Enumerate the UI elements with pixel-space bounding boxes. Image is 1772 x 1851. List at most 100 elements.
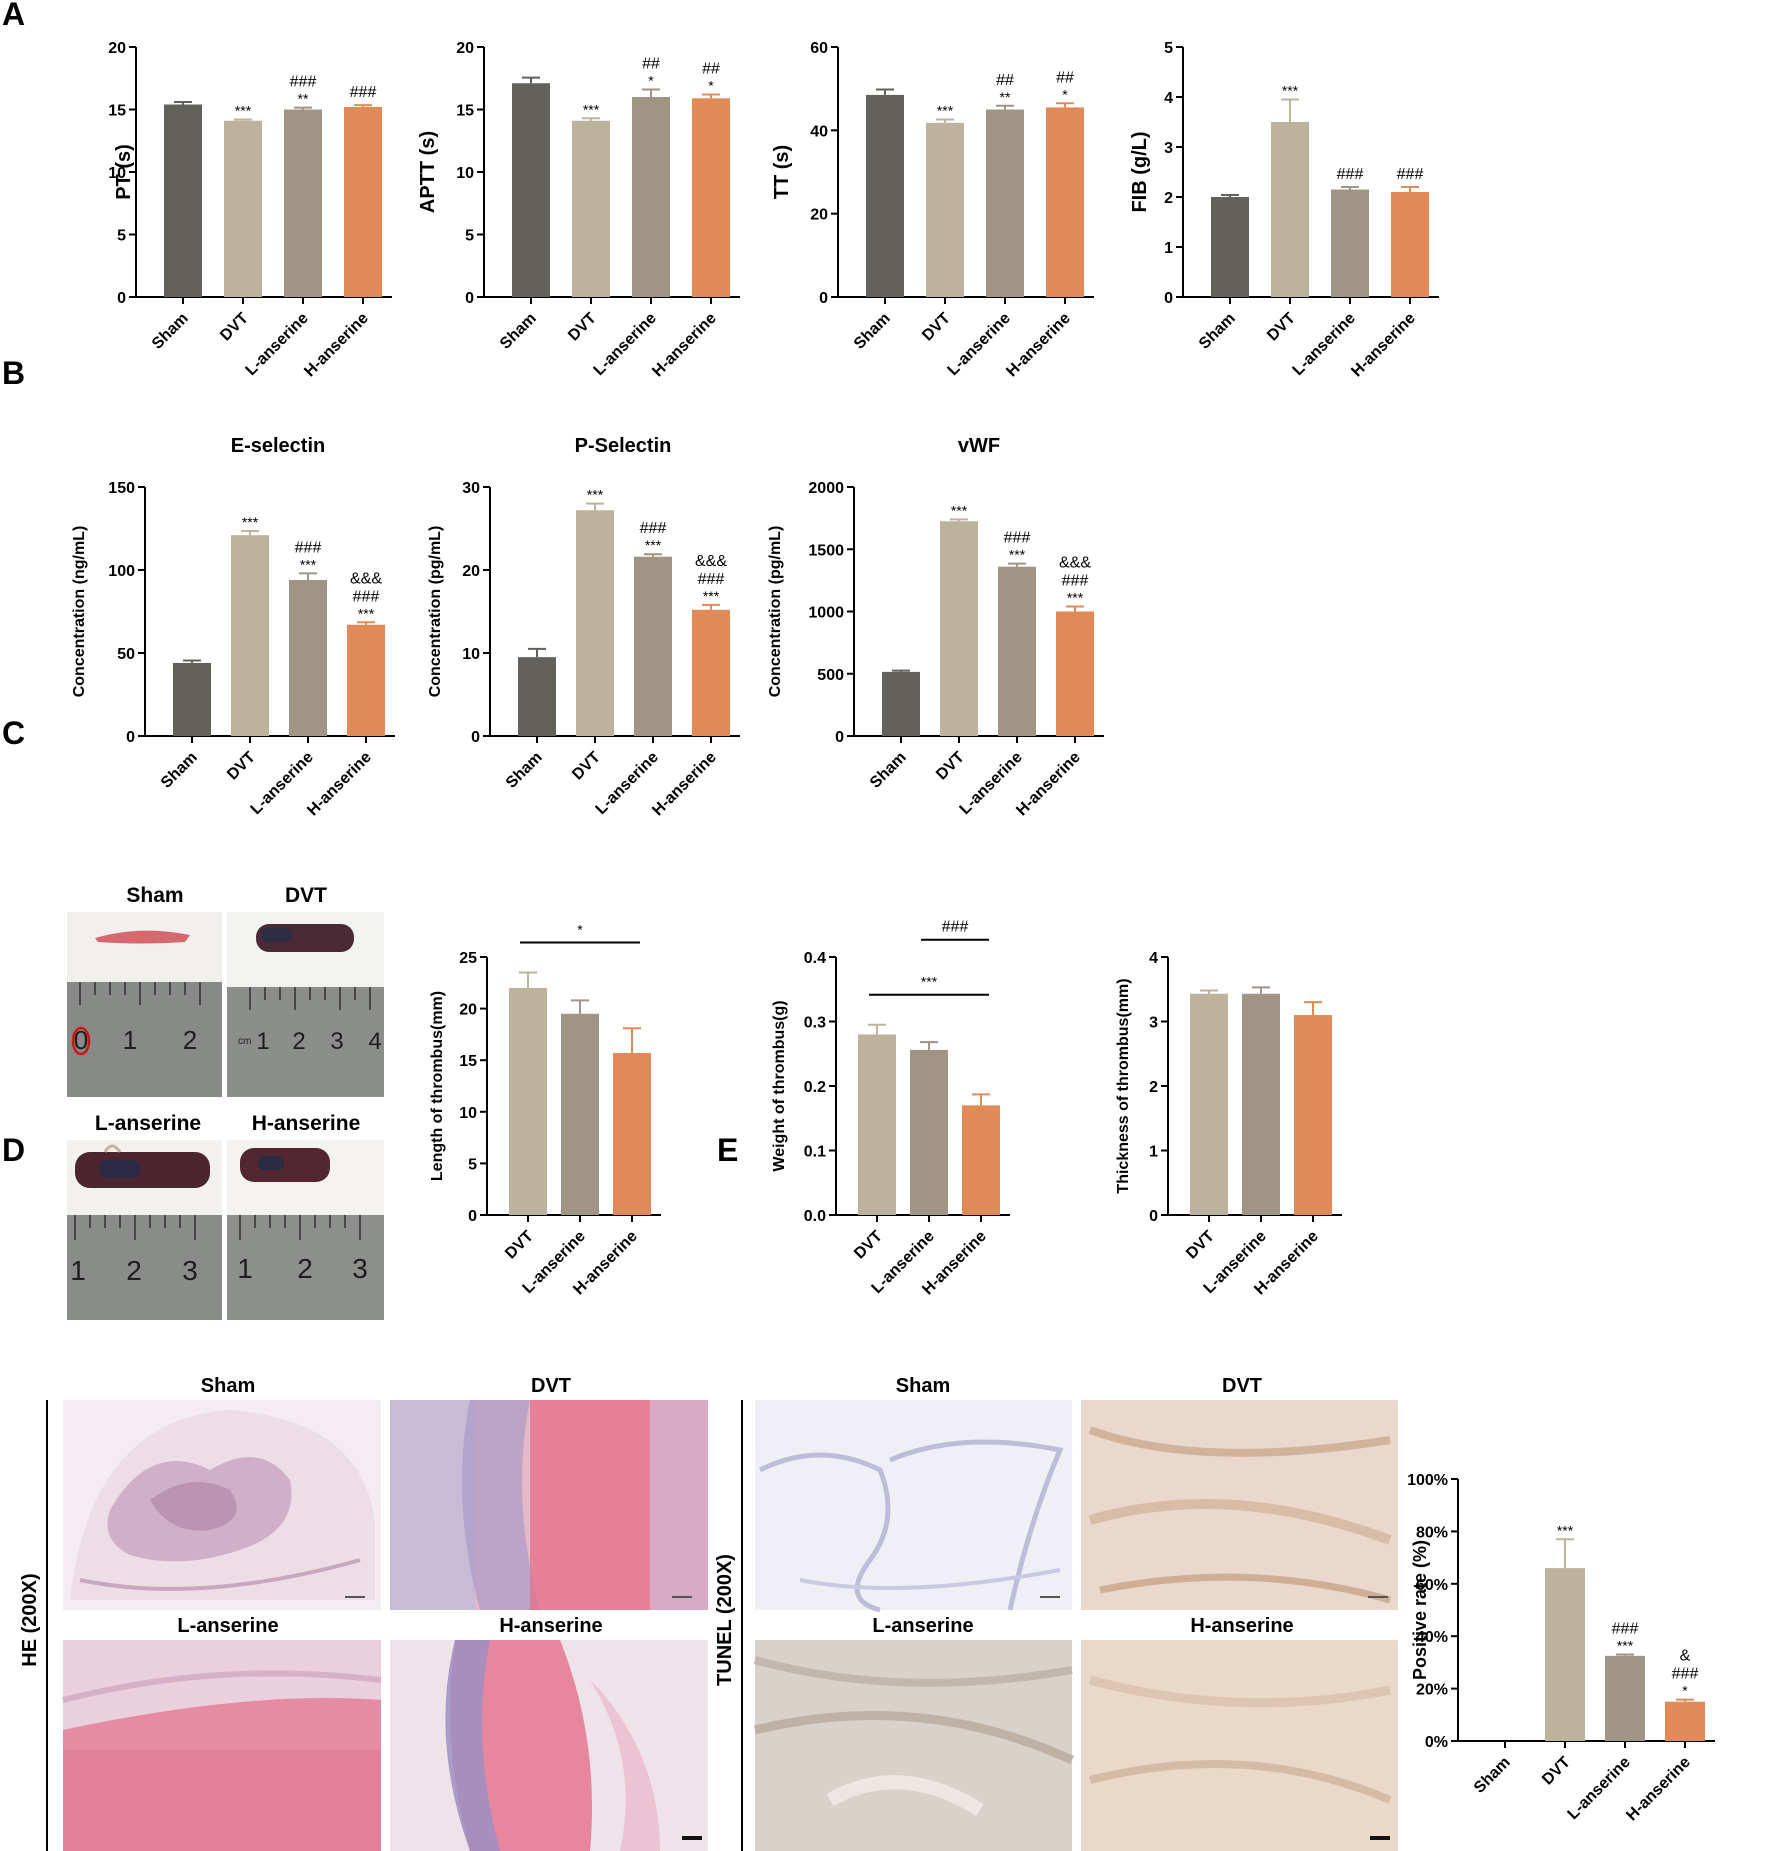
significance-marker: *** [300, 556, 317, 572]
panel-letter-e: E [717, 1132, 739, 1168]
bar-dvt [1190, 993, 1228, 1215]
he-image-h-anserine [390, 1640, 708, 1851]
significance-marker: & [1680, 1648, 1691, 1665]
y-tick-label: 0.4 [804, 950, 826, 967]
significance-marker: ### [295, 539, 322, 556]
y-axis-label: FIB (g/L) [1129, 131, 1151, 212]
x-tick-label: Sham [867, 749, 910, 792]
y-tick-label: 2000 [808, 480, 844, 497]
y-tick-label: 3 [1164, 140, 1173, 157]
significance-marker: ### [1337, 166, 1364, 183]
tunel-image-dvt [1081, 1400, 1398, 1610]
panel-letter-d: D [2, 1132, 26, 1168]
y-tick-label: 0 [1164, 290, 1173, 307]
significance-marker: ## [1056, 69, 1074, 86]
bracket-label: ### [942, 919, 969, 936]
significance-marker: &&& [695, 553, 727, 570]
x-tick-label: DVT [569, 749, 604, 784]
y-axis-label: Positive rate (%) [1410, 1540, 1430, 1680]
bar-l-anserine [986, 109, 1024, 297]
he-label-l-anserine: L-anserine [177, 1615, 278, 1637]
x-tick-label: Sham [1196, 310, 1239, 353]
y-tick-label: 20% [1416, 1682, 1448, 1699]
significance-marker: *** [1617, 1638, 1634, 1654]
y-tick-label: 10 [462, 646, 480, 663]
y-tick-label: 10 [459, 1105, 477, 1122]
x-tick-label: DVT [224, 749, 259, 784]
y-tick-label: 80% [1416, 1524, 1448, 1541]
y-tick-label: 5 [465, 228, 474, 245]
bar-sham [866, 94, 904, 298]
he-side-label: HE (200X) [19, 1573, 41, 1666]
ruler-unit: cm [238, 1036, 251, 1047]
significance-marker: &&& [1059, 555, 1091, 572]
y-tick-label: 20 [456, 40, 474, 57]
significance-marker: ### [1397, 166, 1424, 183]
x-tick-label: DVT [1539, 1754, 1574, 1789]
significance-marker: *** [235, 103, 252, 119]
x-tick-label: Sham [503, 749, 546, 792]
y-tick-label: 30 [462, 480, 480, 497]
bar-sham [1211, 197, 1249, 297]
ruler-number: 4 [368, 1028, 381, 1055]
x-tick-label: H-anserine [1623, 1754, 1694, 1825]
y-axis-label: PT (s) [113, 144, 135, 200]
significance-marker: ### [1612, 1621, 1639, 1638]
bar-sham [882, 671, 920, 736]
tunel-label-l-anserine: L-anserine [872, 1615, 973, 1637]
bar-l-anserine [1605, 1655, 1645, 1741]
x-tick-label: Sham [158, 749, 201, 792]
significance-marker: ### [1062, 573, 1089, 590]
photo-l-anserine: 1 2 3 [67, 1140, 222, 1320]
y-tick-label: 20 [810, 207, 828, 224]
bar-l-anserine [634, 556, 672, 736]
he-image-l-anserine [62, 1640, 382, 1851]
panel-letter-c: C [2, 715, 26, 751]
y-tick-label: 2 [1164, 190, 1173, 207]
y-tick-label: 0.3 [804, 1015, 826, 1032]
y-tick-label: 0 [117, 290, 126, 307]
chart-vwf: 0 500 1000 1500 2000 Concentration (pg/mL) vWF… [767, 435, 1104, 819]
significance-marker: ** [1000, 89, 1011, 105]
ruler-number: 1 [237, 1253, 253, 1284]
bar-dvt [940, 521, 978, 736]
tunel-stain-panel: TUNEL (200X) Sham DVT L-anserine H-anser… [714, 1375, 1398, 1851]
y-axis-label: Concentration (pg/mL) [767, 526, 784, 698]
significance-marker: *** [703, 588, 720, 604]
ruler-number: 0 [74, 1025, 88, 1055]
y-tick-label: 3 [1149, 1015, 1158, 1032]
y-tick-label: 50 [117, 646, 135, 663]
significance-marker: *** [645, 537, 662, 553]
y-tick-label: 100% [1407, 1472, 1448, 1489]
bar-dvt [224, 120, 262, 297]
significance-marker: *** [1557, 1522, 1574, 1538]
y-axis-label: Thickness of thrombus(mm) [1115, 978, 1132, 1193]
bar-l-anserine [1242, 993, 1280, 1215]
bar-dvt [576, 510, 614, 736]
x-tick-label: DVT [217, 310, 252, 345]
significance-marker: ### [1672, 1666, 1699, 1683]
bar-l-anserine [284, 109, 322, 297]
significance-marker: *** [358, 605, 375, 621]
bar-sham [173, 662, 211, 736]
y-tick-label: 0 [835, 729, 844, 746]
x-tick-label: DVT [1183, 1228, 1218, 1263]
x-tick-label: Sham [149, 310, 192, 353]
x-tick-label: DVT [565, 310, 600, 345]
tunel-image-h-anserine [1081, 1640, 1398, 1851]
tunel-label-sham: Sham [896, 1375, 950, 1397]
bar-l-anserine [1331, 189, 1369, 297]
bar-dvt [572, 120, 610, 297]
bar-dvt [231, 535, 269, 736]
y-tick-label: 25 [459, 950, 477, 967]
x-tick-label: H-anserine [649, 310, 720, 381]
y-tick-label: 10 [456, 165, 474, 182]
bar-h-anserine [1294, 1015, 1332, 1215]
x-tick-label: H-anserine [1348, 310, 1419, 381]
y-tick-label: 1 [1149, 1144, 1158, 1161]
thrombus-photos: Sham DVT L-anserine H-anserine 0 1 2 [67, 884, 384, 1320]
significance-marker: * [708, 78, 714, 94]
